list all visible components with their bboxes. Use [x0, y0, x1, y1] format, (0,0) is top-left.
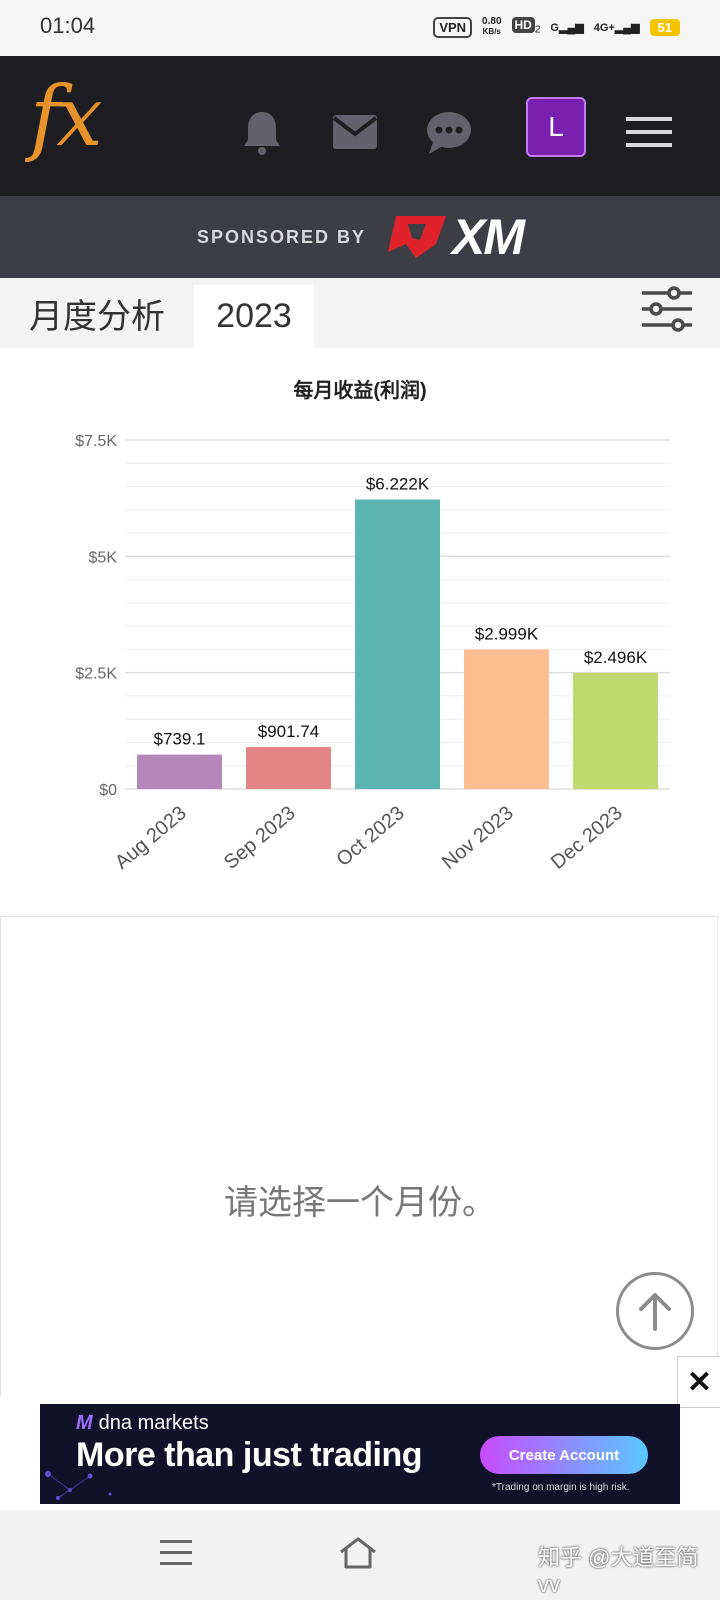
network-speed-unit: KB/s — [482, 27, 501, 36]
signal-icon: G▂▄▆ — [550, 21, 584, 34]
scroll-to-top-button[interactable] — [616, 1272, 694, 1350]
bell-icon[interactable] — [238, 108, 286, 156]
close-ad-button[interactable]: ✕ — [677, 1356, 720, 1408]
bar-value-label: $739.1 — [154, 730, 206, 749]
x-tick-label: Oct 2023 — [332, 802, 408, 871]
signal-label-1: G — [550, 21, 559, 34]
network-speed: 0.80 KB/s — [482, 17, 501, 37]
x-tick-label: Sep 2023 — [220, 802, 300, 874]
x-tick-label: Dec 2023 — [547, 802, 627, 874]
ad-headline: More than just trading — [76, 1436, 423, 1474]
y-tick-label: $7.5K — [75, 433, 117, 450]
month-detail-panel — [0, 916, 718, 1397]
user-avatar[interactable]: L — [526, 97, 586, 157]
bar[interactable] — [354, 499, 441, 789]
bar-value-label: $6.222K — [366, 474, 430, 493]
signal-label-2: 4G+ — [593, 21, 615, 34]
hamburger-menu-icon[interactable] — [625, 108, 673, 156]
system-nav-bar — [0, 1510, 720, 1600]
bar[interactable] — [572, 672, 659, 789]
network-speed-value: 0.80 — [482, 16, 502, 27]
empty-state-message: 请选择一个月份。 — [224, 1184, 496, 1222]
bar[interactable] — [463, 649, 550, 789]
watermark: 知乎 @大道至简vv — [538, 1545, 699, 1597]
status-bar — [0, 0, 720, 56]
xm-mark-icon — [388, 216, 447, 258]
bar-value-label: $2.496K — [584, 648, 648, 667]
monthly-profit-chart[interactable]: $0 $2.5K $5K $7.5K $739.1 Aug 2023 $901.74 Sep … — [0, 348, 720, 908]
status-time: 01:04 — [40, 13, 96, 38]
vpn-indicator: VPN — [433, 16, 473, 38]
create-account-button[interactable]: Create Account — [480, 1436, 648, 1474]
bar-value-label: $901.74 — [258, 722, 319, 741]
hd-indicator: HD 2 — [511, 17, 541, 36]
ad-background-graphic — [45, 1471, 112, 1500]
home-icon — [340, 1537, 376, 1569]
bar-value-label: $2.999K — [475, 624, 539, 643]
arrow-up-icon — [639, 1293, 671, 1331]
x-tick-label: Nov 2023 — [438, 802, 518, 874]
sponsor-label: SPONSORED BY — [196, 226, 367, 247]
mail-icon[interactable] — [331, 108, 379, 156]
ad-brand-name: dna markets — [98, 1412, 209, 1434]
y-tick-label: $2.5K — [75, 666, 117, 683]
close-icon: ✕ — [686, 1365, 713, 1399]
filter-icon[interactable] — [640, 285, 700, 341]
menu-icon — [160, 1540, 192, 1565]
sponsor-banner[interactable]: SPONSORED BY XM — [0, 196, 720, 278]
chart-title: 每月收益(利润) — [293, 380, 427, 402]
y-tick-label: $0 — [99, 782, 117, 799]
hd-label: HD — [511, 17, 535, 34]
app-logo[interactable]: fx — [30, 70, 103, 165]
dna-logo-icon: M — [76, 1412, 93, 1434]
nav-home-button[interactable] — [338, 1536, 382, 1574]
battery-icon: 51 — [649, 18, 680, 36]
ad-disclaimer: *Trading on margin is high risk. — [492, 1482, 630, 1493]
xm-logo: XM — [386, 208, 525, 266]
chat-icon[interactable] — [425, 108, 473, 156]
tab-year[interactable]: 2023 — [194, 285, 314, 348]
signal-icon-2: 4G+▂▄▆ — [593, 21, 640, 34]
nav-menu-button[interactable] — [160, 1538, 200, 1572]
tabs-bar — [0, 278, 720, 348]
y-tick-label: $5K — [89, 549, 118, 566]
bar[interactable] — [136, 754, 223, 789]
x-tick-label: Aug 2023 — [111, 802, 191, 874]
bar[interactable] — [245, 747, 332, 789]
xm-brand: XM — [452, 209, 525, 265]
tab-monthly-analysis[interactable]: 月度分析 — [29, 297, 165, 336]
status-icons: VPN 0.80 KB/s HD 2 G▂▄▆ 4G+▂▄▆ 51 — [433, 14, 680, 40]
hd-sub: 2 — [534, 24, 541, 36]
